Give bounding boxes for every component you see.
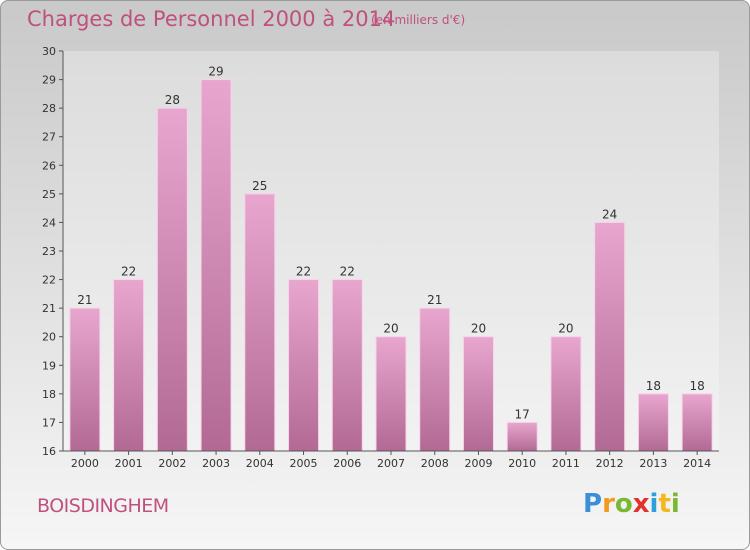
y-tick-label: 27 bbox=[42, 131, 56, 144]
x-tick-label: 2007 bbox=[377, 457, 405, 470]
data-label-2014: 18 bbox=[689, 379, 704, 393]
y-tick-label: 16 bbox=[42, 445, 56, 458]
x-tick-label: 2004 bbox=[246, 457, 274, 470]
x-tick-label: 2001 bbox=[115, 457, 143, 470]
bar-2001 bbox=[113, 279, 145, 452]
y-tick-label: 28 bbox=[42, 102, 56, 115]
bar-2004 bbox=[244, 193, 276, 452]
x-tick-label: 2010 bbox=[508, 457, 536, 470]
data-label-2007: 20 bbox=[383, 322, 398, 336]
bar-2003 bbox=[200, 79, 232, 452]
logo-letter: t bbox=[658, 489, 671, 519]
x-tick-label: 2002 bbox=[158, 457, 186, 470]
x-tick-label: 2006 bbox=[333, 457, 361, 470]
bar-2000 bbox=[69, 307, 101, 452]
bar-2014 bbox=[681, 393, 713, 452]
y-tick-label: 26 bbox=[42, 159, 56, 172]
bar-2009 bbox=[462, 336, 494, 452]
y-tick-label: 19 bbox=[42, 359, 56, 372]
chart-subtitle: (en milliers d'€) bbox=[371, 13, 466, 27]
y-tick-label: 22 bbox=[42, 274, 56, 287]
bar-2002 bbox=[156, 107, 188, 452]
proxiti-logo[interactable]: Proxiti bbox=[583, 489, 680, 519]
data-label-2010: 17 bbox=[515, 407, 530, 421]
bar-2011 bbox=[550, 336, 582, 452]
x-tick-label: 2011 bbox=[552, 457, 580, 470]
y-tick-label: 20 bbox=[42, 331, 56, 344]
x-tick-label: 2012 bbox=[596, 457, 624, 470]
logo-letter: x bbox=[632, 489, 650, 519]
x-tick-label: 2009 bbox=[464, 457, 492, 470]
y-tick-label: 18 bbox=[42, 388, 56, 401]
data-label-2011: 20 bbox=[558, 322, 573, 336]
data-label-2004: 25 bbox=[252, 179, 267, 193]
data-label-2006: 22 bbox=[340, 265, 355, 279]
logo-letter: o bbox=[614, 489, 633, 519]
data-label-2013: 18 bbox=[646, 379, 661, 393]
data-label-2003: 29 bbox=[208, 65, 223, 79]
data-label-2008: 21 bbox=[427, 293, 442, 307]
bar-2007 bbox=[375, 336, 407, 452]
y-tick-label: 24 bbox=[42, 216, 56, 229]
bar-2005 bbox=[288, 279, 320, 452]
data-label-2001: 22 bbox=[121, 265, 136, 279]
logo-letter: r bbox=[602, 489, 615, 519]
y-tick-label: 25 bbox=[42, 188, 56, 201]
x-tick-label: 2014 bbox=[683, 457, 711, 470]
bar-2012 bbox=[594, 221, 626, 452]
logo-letter: P bbox=[583, 489, 603, 519]
x-tick-label: 2013 bbox=[639, 457, 667, 470]
bar-2010 bbox=[506, 421, 538, 452]
x-tick-label: 2003 bbox=[202, 457, 230, 470]
x-tick-label: 2008 bbox=[421, 457, 449, 470]
commune-name: BOISDINGHEM bbox=[37, 495, 169, 517]
logo-letter: i bbox=[670, 489, 680, 519]
y-tick-label: 21 bbox=[42, 302, 56, 315]
x-tick-label: 2005 bbox=[290, 457, 318, 470]
bar-2013 bbox=[637, 393, 669, 452]
y-tick-label: 17 bbox=[42, 416, 56, 429]
bar-2008 bbox=[419, 307, 451, 452]
logo-letter: i bbox=[649, 489, 659, 519]
data-label-2012: 24 bbox=[602, 207, 617, 221]
chart-title: Charges de Personnel 2000 à 2014 bbox=[27, 7, 396, 31]
bar-2006 bbox=[331, 279, 363, 452]
data-label-2002: 28 bbox=[165, 93, 180, 107]
y-tick-label: 30 bbox=[42, 45, 56, 58]
y-tick-label: 23 bbox=[42, 245, 56, 258]
x-tick-label: 2000 bbox=[71, 457, 99, 470]
data-label-2005: 22 bbox=[296, 265, 311, 279]
data-label-2000: 21 bbox=[77, 293, 92, 307]
y-tick-label: 29 bbox=[42, 74, 56, 87]
data-label-2009: 20 bbox=[471, 322, 486, 336]
